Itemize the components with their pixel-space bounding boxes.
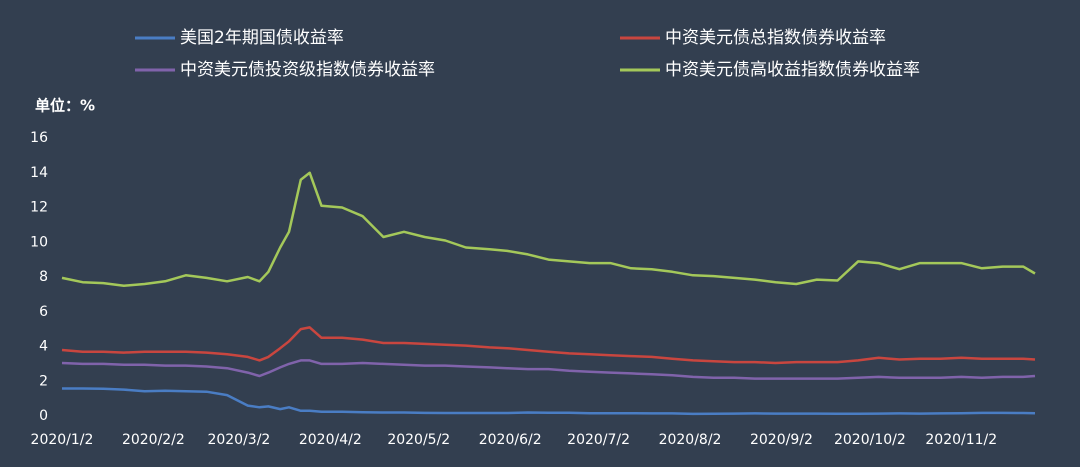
y-tick-label: 0 (39, 408, 48, 424)
legend-label: 美国2年期国债收益率 (180, 28, 344, 48)
y-tick-label: 14 (30, 165, 48, 181)
x-tick-label: 2020/10/2 (834, 432, 906, 448)
x-tick-label: 2020/11/2 (925, 432, 997, 448)
x-tick-label: 2020/3/2 (207, 432, 270, 448)
x-tick-label: 2020/1/2 (31, 432, 94, 448)
y-tick-label: 16 (30, 130, 48, 146)
y-tick-label: 10 (30, 234, 48, 250)
x-tick-label: 2020/2/2 (122, 432, 185, 448)
series-line (61, 326, 1036, 365)
x-tick-label: 2020/7/2 (567, 432, 630, 448)
y-tick-label: 2 (39, 373, 48, 389)
x-tick-label: 2020/9/2 (750, 432, 813, 448)
y-tick-label: 4 (39, 339, 48, 355)
legend-label: 中资美元债投资级指数债券收益率 (180, 60, 435, 80)
series-line (61, 359, 1036, 380)
legend-label: 中资美元债总指数债券收益率 (665, 28, 886, 48)
y-tick-label: 12 (30, 200, 48, 216)
y-tick-label: 6 (39, 304, 48, 320)
series-line (62, 387, 1036, 416)
legend-label: 中资美元债高收益指数债券收益率 (665, 60, 920, 80)
x-tick-label: 2020/6/2 (479, 432, 542, 448)
x-tick-label: 2020/5/2 (387, 432, 450, 448)
y-tick-label: 8 (39, 269, 48, 285)
x-tick-label: 2020/8/2 (659, 432, 722, 448)
x-tick-label: 2020/4/2 (299, 432, 362, 448)
unit-label: 单位：% (35, 97, 95, 115)
series-line (61, 171, 1036, 287)
